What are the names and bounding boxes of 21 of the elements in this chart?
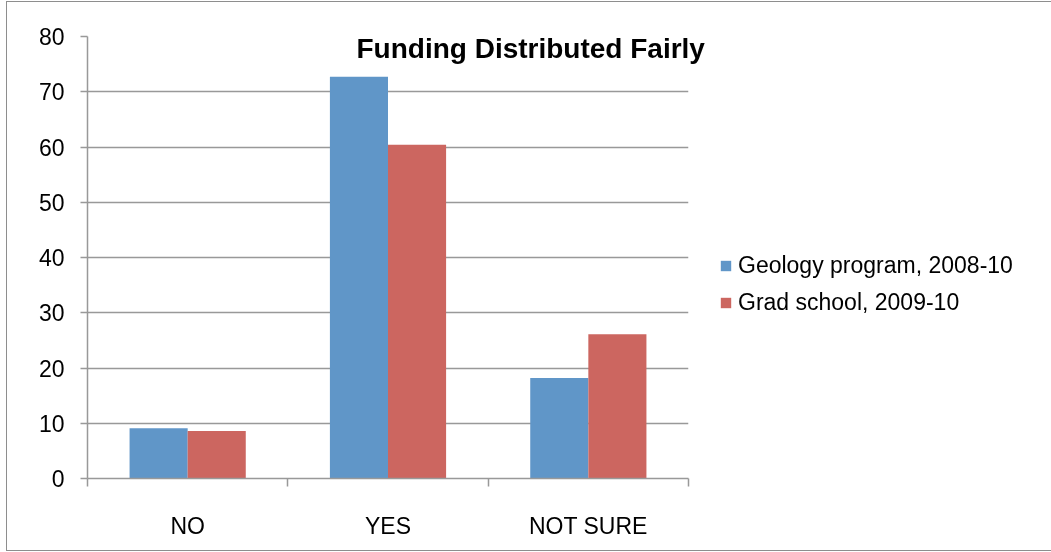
y-tick-label: 80 [38,24,65,50]
y-tick-label: 50 [38,189,65,216]
bar [129,428,188,479]
bar [329,76,388,479]
bar [187,430,246,479]
chart-title: Funding Distributed Fairly [356,32,706,64]
x-tick-label: YES [364,512,412,539]
y-tick-label: 70 [38,79,65,106]
bar [588,334,647,479]
y-tick-label: 20 [38,355,65,382]
legend-label: Geology program, 2008-10 [738,252,1013,279]
x-tick-label: NO [170,512,205,539]
y-tick-label: 30 [38,300,65,327]
x-tick-label: NOT SURE [528,512,648,539]
y-tick-label: 60 [38,134,65,161]
y-tick-label: 10 [38,410,65,437]
y-tick-label: 40 [38,245,65,271]
y-tick-label: 0 [51,466,65,492]
bar [388,144,447,479]
legend-label: Grad school, 2009-10 [738,289,960,316]
bar [530,377,589,479]
